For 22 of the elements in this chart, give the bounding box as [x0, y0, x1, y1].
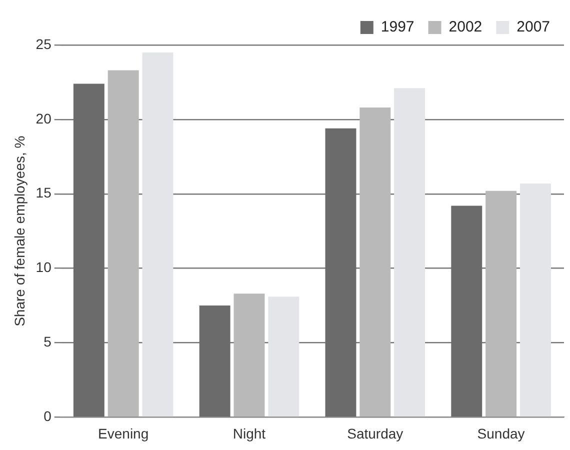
bar: [108, 70, 139, 417]
x-tick-label: Evening: [98, 425, 149, 442]
x-tick-label: Night: [232, 425, 266, 442]
bar: [234, 294, 265, 417]
bar: [394, 88, 426, 417]
bar: [268, 296, 300, 417]
y-tick-label: 5: [44, 334, 52, 350]
bar: [360, 108, 391, 417]
y-tick-label: 20: [36, 110, 52, 126]
legend-label: 2002: [448, 18, 482, 36]
x-tick-label: Sunday: [477, 425, 525, 442]
bar: [520, 183, 551, 417]
legend-label: 2007: [516, 18, 550, 36]
bar: [486, 190, 517, 417]
bar: [142, 52, 174, 417]
y-tick-label: 0: [44, 408, 52, 424]
y-tick-label: 25: [36, 36, 52, 52]
y-tick-label: 10: [36, 259, 52, 276]
y-tick-label: 15: [36, 184, 52, 201]
y-axis-title: Share of female employees, %: [11, 136, 28, 326]
legend-label: 1997: [380, 18, 414, 36]
x-tick-label: Saturday: [347, 425, 404, 442]
